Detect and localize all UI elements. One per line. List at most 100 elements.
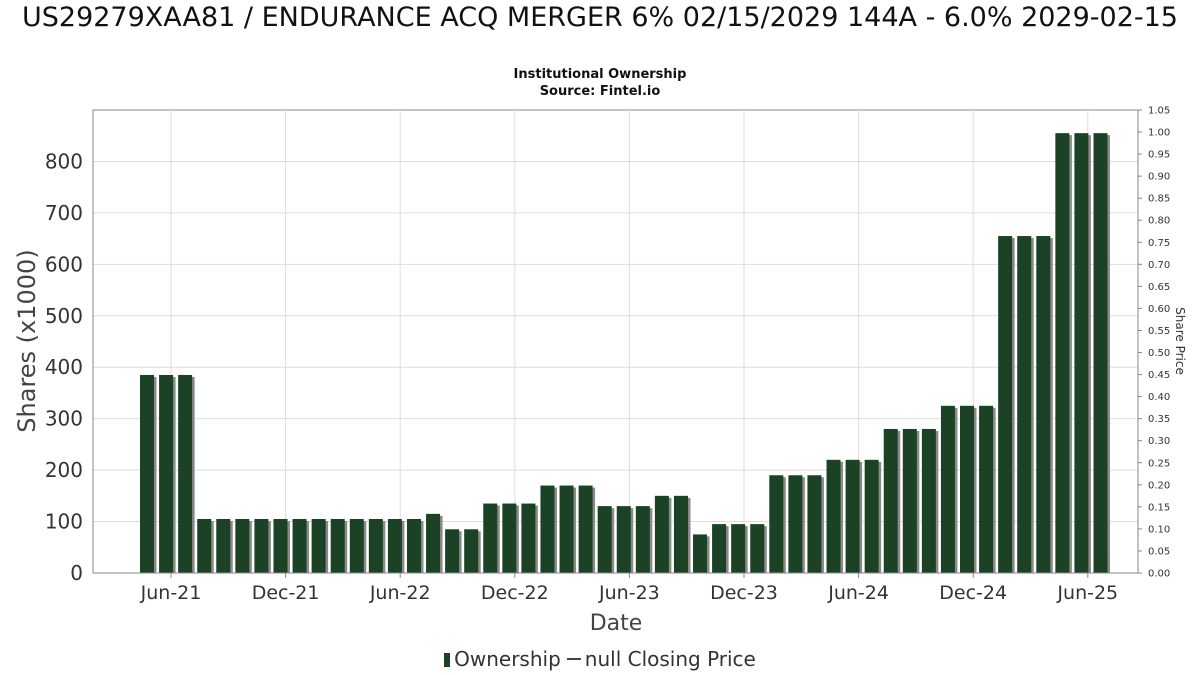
legend-ownership-swatch — [444, 653, 451, 667]
ownership-bar — [1093, 133, 1108, 573]
ownership-chart: 0 100 200 300 400 500 600 700 800 Jun-21 Dec-21 Jun… — [13, 106, 1187, 637]
ownership-bar — [712, 524, 727, 573]
y2-tick-label: 1.00 — [1148, 128, 1170, 139]
y2-tick-label: 1.05 — [1148, 106, 1170, 117]
y-tick-label: 600 — [45, 252, 83, 276]
ownership-bar — [445, 529, 460, 573]
y2-tick-label: 0.95 — [1148, 150, 1170, 161]
x-tick-label: Jun-25 — [1056, 582, 1118, 604]
y-tick-label: 200 — [45, 458, 83, 482]
ownership-bar — [464, 529, 479, 573]
y-axis-title: Shares (x1000) — [13, 249, 41, 432]
ownership-bar — [616, 506, 631, 573]
ownership-bar — [826, 459, 841, 573]
ownership-bar — [368, 518, 383, 573]
ownership-bar — [521, 503, 536, 573]
ownership-bar — [1017, 236, 1032, 574]
y2-tick-label: 0.25 — [1148, 458, 1170, 469]
ownership-bar — [1055, 133, 1070, 573]
ownership-bar — [140, 374, 154, 573]
ownership-bar — [864, 459, 879, 573]
y2-tick-label: 0.75 — [1148, 238, 1170, 249]
ownership-bar — [1074, 133, 1089, 573]
ownership-bar — [597, 506, 612, 573]
chart-subtitle: Institutional Ownership — [513, 67, 687, 82]
x-tick-label: Jun-24 — [827, 582, 889, 604]
x-axis-title: Date — [590, 611, 643, 636]
ownership-bar — [502, 503, 517, 573]
ownership-bar — [292, 518, 307, 573]
legend-price-swatch — [566, 658, 581, 660]
ownership-bar — [673, 495, 688, 573]
ownership-bar — [426, 513, 441, 573]
ownership-bar — [540, 485, 555, 573]
ownership-bar — [788, 475, 803, 573]
ownership-bar — [330, 518, 345, 573]
ownership-bar — [845, 459, 860, 573]
chart-title: US29279XAA81 / ENDURANCE ACQ MERGER 6% 0… — [22, 2, 1178, 33]
y-tick-label: 500 — [45, 304, 83, 328]
ownership-bar — [406, 518, 421, 573]
y2-tick-label: 0.15 — [1148, 502, 1170, 513]
ownership-bar — [273, 518, 288, 573]
y2-tick-label: 0.55 — [1148, 326, 1170, 337]
y2-tick-label: 0.80 — [1148, 216, 1170, 227]
ownership-bar — [654, 495, 669, 573]
ownership-bar — [979, 405, 994, 573]
y2-tick-label: 0.60 — [1148, 304, 1170, 315]
ownership-bar — [750, 524, 765, 573]
y2-tick-label: 0.30 — [1148, 436, 1170, 447]
y-tick-label: 100 — [45, 510, 83, 534]
ownership-bar — [311, 518, 326, 573]
ownership-bar — [254, 518, 269, 573]
x-tick-label: Dec-21 — [252, 582, 320, 604]
ownership-bar — [197, 518, 212, 573]
ownership-bar — [769, 475, 784, 573]
y2-tick-label: 0.70 — [1148, 260, 1170, 271]
x-tick-label: Dec-24 — [939, 582, 1007, 604]
y-tick-label: 400 — [45, 355, 83, 379]
y2-axis-title: Share Price — [1173, 307, 1187, 375]
y2-tick-label: 0.85 — [1148, 194, 1170, 205]
ownership-bar — [731, 524, 746, 573]
ownership-bar — [559, 485, 574, 573]
ownership-bar — [998, 236, 1013, 574]
y2-tick-label: 0.10 — [1148, 524, 1170, 535]
legend-ownership-label: Ownership — [454, 647, 561, 671]
y2-tick-label: 0.45 — [1148, 370, 1170, 381]
y2-tick-label: 0.90 — [1148, 172, 1170, 183]
y2-tick-label: 0.05 — [1148, 546, 1170, 557]
chart-legend: Ownership null Closing Price — [0, 647, 1200, 671]
ownership-bar — [235, 518, 250, 573]
ownership-bar — [960, 405, 975, 573]
y2-tick-label: 0.35 — [1148, 414, 1170, 425]
y2-tick-label: 0.65 — [1148, 282, 1170, 293]
ownership-bar — [159, 374, 174, 573]
y2-tick-label: 0.40 — [1148, 392, 1170, 403]
ownership-bar — [940, 405, 955, 573]
x-tick-label: Jun-21 — [140, 582, 202, 604]
x-tick-label: Jun-22 — [369, 582, 431, 604]
y-tick-label: 300 — [45, 407, 83, 431]
y-tick-label: 700 — [45, 201, 83, 225]
ownership-bar — [483, 503, 498, 573]
ownership-bar — [216, 518, 231, 573]
ownership-bar — [693, 534, 708, 573]
ownership-bar — [387, 518, 402, 573]
y-tick-label: 0 — [70, 561, 83, 585]
ownership-bar — [349, 518, 364, 573]
chart-source: Source: Fintel.io — [539, 84, 661, 99]
y2-tick-label: 0.00 — [1148, 569, 1170, 580]
y2-tick-label: 0.50 — [1148, 348, 1170, 359]
ownership-bar — [807, 475, 822, 573]
ownership-bar — [1036, 236, 1051, 574]
ownership-bar — [902, 428, 917, 573]
y-tick-label: 800 — [45, 149, 83, 173]
ownership-bar — [178, 374, 193, 573]
x-tick-label: Jun-23 — [598, 582, 660, 604]
ownership-bar — [635, 506, 650, 573]
ownership-bar — [883, 428, 898, 573]
legend-price-label: null Closing Price — [584, 647, 756, 671]
y2-tick-label: 0.20 — [1148, 480, 1170, 491]
ownership-bar — [578, 485, 593, 573]
